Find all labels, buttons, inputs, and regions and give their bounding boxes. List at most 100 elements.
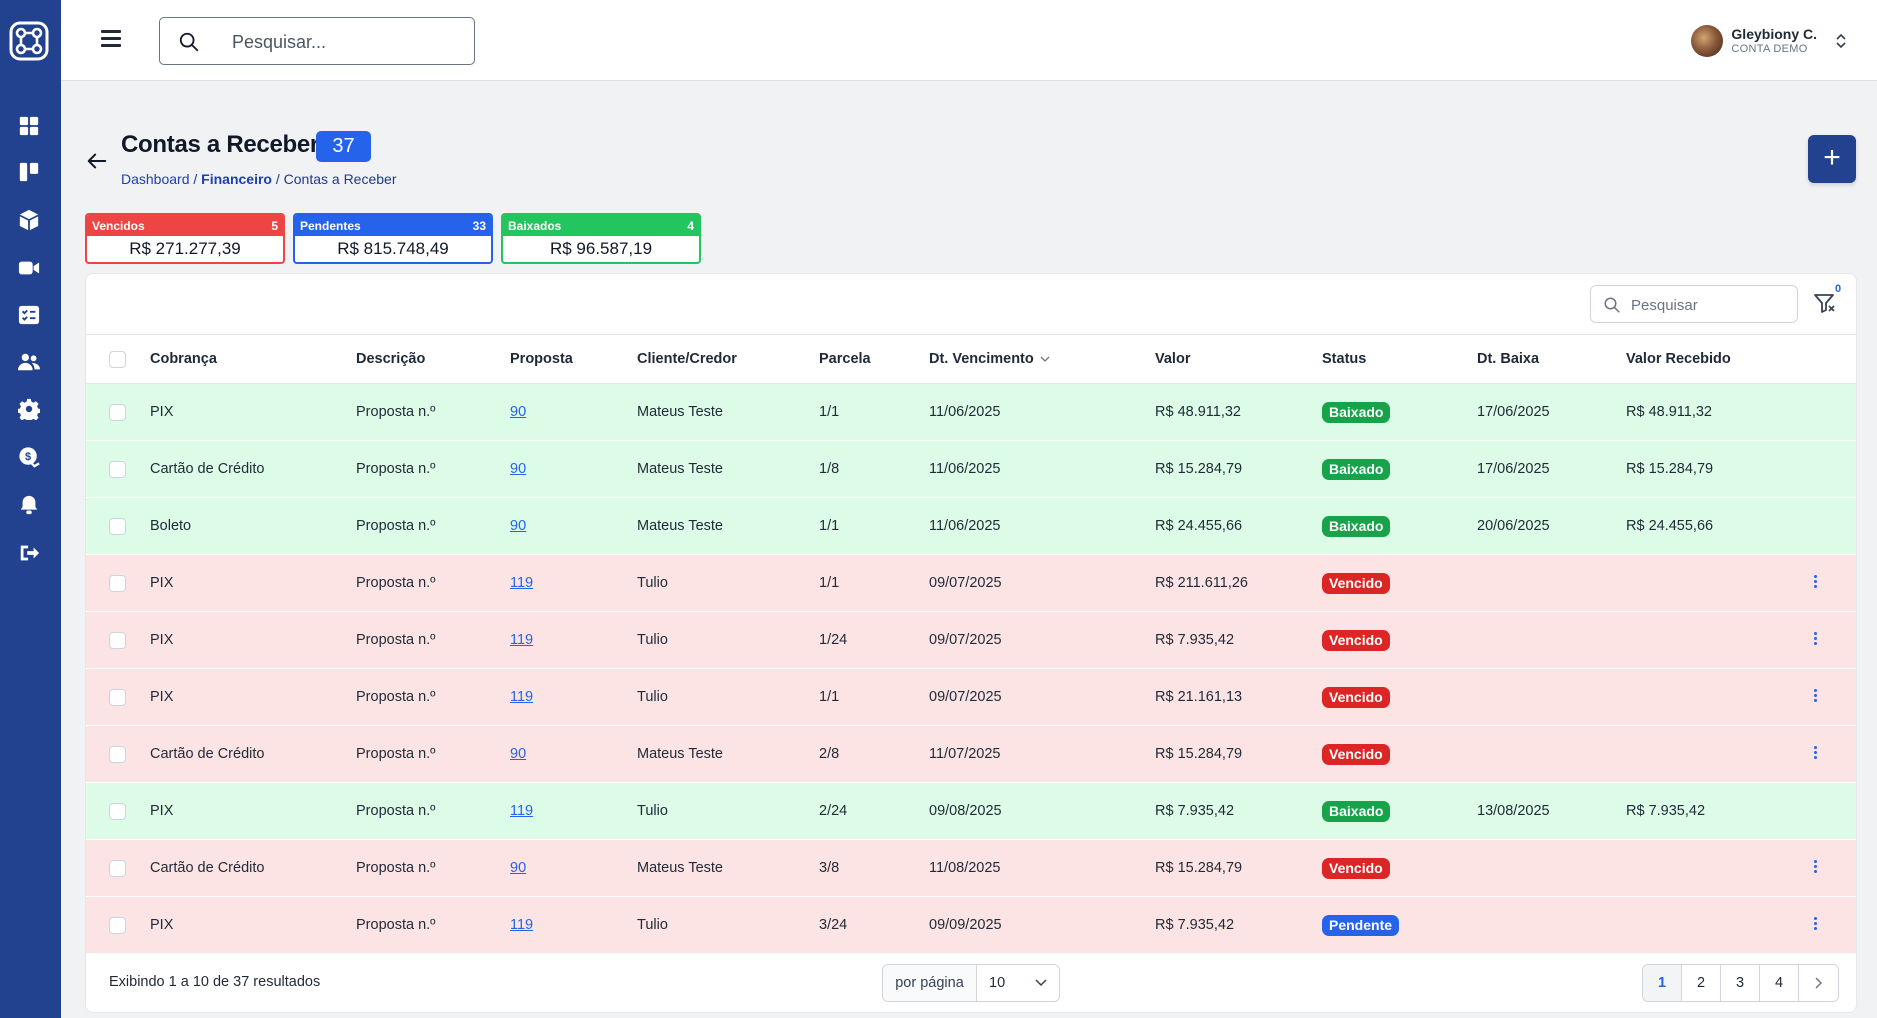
cell-valor: R$ 7.935,42 (1155, 803, 1235, 819)
cell-baixa (1477, 897, 1626, 954)
table-row[interactable]: PIX Proposta n.º 90 Mateus Teste 1/1 11/06/20… (86, 383, 1856, 441)
filter-icon[interactable] (1812, 290, 1838, 316)
cell-recebido: R$ 48.911,32 (1626, 404, 1712, 420)
proposta-link[interactable]: 90 (510, 518, 527, 534)
search-icon (179, 32, 199, 52)
row-actions-icon[interactable] (1814, 630, 1820, 647)
video-icon[interactable] (17, 256, 41, 280)
status-badge: Vencido (1322, 743, 1390, 765)
table-row[interactable]: PIX Proposta n.º 119 Tulio 1/1 09/07/2025 R$ 2… (86, 554, 1856, 612)
hamburger-menu-icon[interactable] (99, 27, 123, 51)
global-search-input[interactable] (232, 28, 462, 56)
users-icon[interactable] (17, 350, 41, 374)
per-page-select[interactable]: por página 10 (882, 964, 1060, 1002)
cell-cliente: Tulio (637, 917, 668, 933)
summary-card-baixados[interactable]: Baixados 4 R$ 96.587,19 (501, 213, 701, 264)
select-all-checkbox[interactable] (109, 350, 126, 368)
page-2-button[interactable]: 2 (1682, 965, 1721, 1001)
proposta-link[interactable]: 90 (510, 860, 527, 876)
bell-icon[interactable] (17, 493, 41, 517)
col-valor[interactable]: Valor (1155, 351, 1191, 367)
proposta-link[interactable]: 90 (510, 746, 527, 762)
col-recebido[interactable]: Valor Recebido (1626, 351, 1731, 367)
gear-icon[interactable] (17, 397, 41, 421)
col-proposta[interactable]: Proposta (510, 351, 573, 367)
row-actions-icon[interactable] (1814, 687, 1820, 704)
breadcrumb-financeiro[interactable]: Financeiro (201, 171, 272, 187)
col-status[interactable]: Status (1322, 351, 1367, 367)
cell-valor: R$ 21.161,13 (1155, 689, 1243, 705)
row-checkbox[interactable] (109, 460, 126, 478)
proposta-link[interactable]: 119 (510, 632, 534, 648)
col-cliente[interactable]: Cliente/Credor (637, 351, 737, 367)
proposta-link[interactable]: 119 (510, 917, 534, 933)
card-label: Pendentes (300, 218, 361, 233)
summary-card-vencidos[interactable]: Vencidos 5 R$ 271.277,39 (85, 213, 285, 264)
row-checkbox[interactable] (109, 745, 126, 763)
col-cobranca[interactable]: Cobrança (150, 351, 217, 367)
logout-icon[interactable] (17, 541, 41, 565)
dashboard-icon[interactable] (17, 114, 41, 138)
col-baixa[interactable]: Dt. Baixa (1477, 351, 1540, 367)
top-header: Gleybiony C. CONTA DEMO (61, 0, 1877, 81)
proposta-link[interactable]: 119 (510, 689, 534, 705)
table-row[interactable]: Boleto Proposta n.º 90 Mateus Teste 1/1 11/06… (86, 497, 1856, 555)
table-row[interactable]: PIX Proposta n.º 119 Tulio 1/24 09/07/2025 R$ … (86, 611, 1856, 669)
cell-parcela: 3/24 (819, 917, 848, 933)
table-row[interactable]: PIX Proposta n.º 119 Tulio 2/24 09/08/2025 R$ … (86, 782, 1856, 840)
col-parcela[interactable]: Parcela (819, 351, 871, 367)
next-page-button[interactable] (1799, 965, 1838, 1001)
row-actions-icon[interactable] (1814, 858, 1820, 875)
page-title: Contas a Receber (121, 131, 319, 158)
row-checkbox[interactable] (109, 916, 126, 934)
logo-icon[interactable] (8, 20, 50, 62)
table-row[interactable]: PIX Proposta n.º 119 Tulio 1/1 09/07/2025 R$ 2… (86, 668, 1856, 726)
cell-vencimento: 11/08/2025 (929, 860, 1001, 876)
row-checkbox[interactable] (109, 574, 126, 592)
cell-parcela: 1/24 (819, 632, 848, 648)
kanban-icon[interactable] (17, 160, 41, 184)
table-search-input[interactable] (1631, 294, 1791, 316)
row-checkbox[interactable] (109, 859, 126, 877)
proposta-link[interactable]: 90 (510, 461, 527, 477)
row-checkbox[interactable] (109, 688, 126, 706)
per-page-label: por página (883, 965, 977, 1001)
cell-cobranca: PIX (150, 404, 174, 420)
cell-cliente: Mateus Teste (637, 860, 723, 876)
page-4-button[interactable]: 4 (1760, 965, 1799, 1001)
row-checkbox[interactable] (109, 802, 126, 820)
table-row[interactable]: Cartão de Crédito Proposta n.º 90 Mateus Te… (86, 725, 1856, 783)
user-menu[interactable]: Gleybiony C. CONTA DEMO (1691, 22, 1847, 60)
table-row[interactable]: Cartão de Crédito Proposta n.º 90 Mateus Te… (86, 440, 1856, 498)
breadcrumb-dashboard[interactable]: Dashboard (121, 171, 190, 187)
table-row[interactable]: PIX Proposta n.º 119 Tulio 3/24 09/09/2025 R$ … (86, 896, 1856, 954)
row-checkbox[interactable] (109, 517, 126, 535)
per-page-dropdown[interactable]: 10 (977, 965, 1059, 1001)
add-button[interactable]: + (1808, 135, 1856, 183)
table-row[interactable]: Cartão de Crédito Proposta n.º 90 Mateus Te… (86, 839, 1856, 897)
receivables-table: Cobrança Descrição Proposta Cliente/Cred… (86, 334, 1856, 954)
status-badge: Baixado (1322, 515, 1391, 537)
row-actions-icon[interactable] (1814, 573, 1820, 590)
page-1-button[interactable]: 1 (1643, 965, 1682, 1001)
page-3-button[interactable]: 3 (1721, 965, 1760, 1001)
table-search[interactable] (1590, 285, 1798, 323)
col-vencimento[interactable]: Dt. Vencimento (929, 335, 1155, 384)
row-actions-icon[interactable] (1814, 915, 1820, 932)
row-actions-icon[interactable] (1814, 744, 1820, 761)
col-descricao[interactable]: Descrição (356, 351, 426, 367)
cell-descricao: Proposta n.º (356, 860, 436, 876)
proposta-link[interactable]: 119 (510, 803, 534, 819)
summary-card-pendentes[interactable]: Pendentes 33 R$ 815.748,49 (293, 213, 493, 264)
dollar-icon[interactable]: $ (17, 445, 41, 469)
checklist-icon[interactable] (17, 303, 41, 327)
back-arrow-icon[interactable] (86, 150, 108, 172)
cell-cobranca: PIX (150, 803, 174, 819)
sort-desc-icon (1040, 356, 1050, 362)
proposta-link[interactable]: 90 (510, 404, 527, 420)
row-checkbox[interactable] (109, 403, 126, 421)
row-checkbox[interactable] (109, 631, 126, 649)
global-search[interactable] (159, 17, 475, 65)
box-icon[interactable] (17, 208, 41, 232)
proposta-link[interactable]: 119 (510, 575, 534, 591)
